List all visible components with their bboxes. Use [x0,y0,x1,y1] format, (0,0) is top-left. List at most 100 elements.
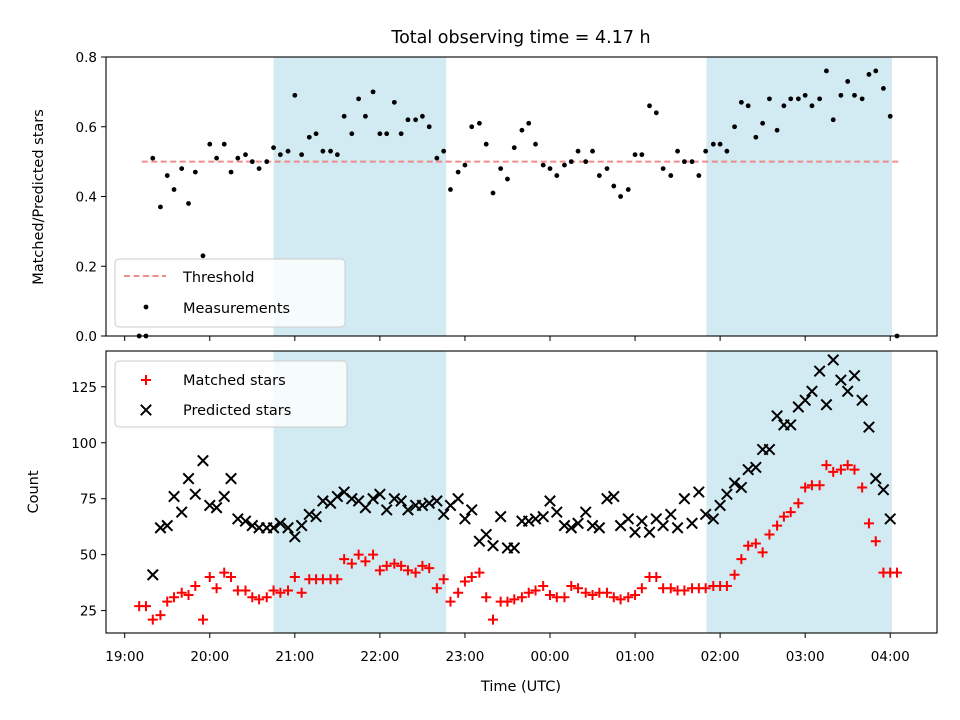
matched-star-point [275,587,286,598]
predicted-star-point [848,369,861,382]
top-y-tick-label: 0.6 [76,120,97,136]
measurement-point [235,155,241,161]
measurement-point [221,141,227,147]
bottom-panel: 25 50 75 100 125 19:00 20:00 21:00 22:00 23:00 00… [26,350,938,695]
measurement-point [256,166,262,172]
x-axis-label: Time (UTC) [480,679,561,695]
measurement-point [150,155,156,161]
measurement-point [568,159,574,165]
predicted-star-point [380,503,393,516]
measurement-point [590,148,595,154]
predicted-star-point [558,519,571,532]
predicted-star-point [367,492,379,505]
measurement-point [285,148,291,154]
measurement-point [795,96,801,102]
predicted-star-point [664,508,677,521]
measurement-point [753,134,759,140]
measurement-point [349,131,355,137]
matched-star-point [240,585,251,596]
bottom-y-tick-label: 75 [80,492,97,508]
measurement-point [207,141,213,147]
matched-star-point [346,558,357,569]
predicted-star-point [452,492,465,505]
measurement-point [845,79,851,84]
measurement-point [859,96,865,102]
top-x-ticks [124,336,891,341]
measurement-point [228,169,234,175]
bottom-shaded-span [706,351,892,633]
bottom-x-tick-label: 21:00 [275,649,314,665]
measurement-point [271,145,276,151]
measurement-point [873,68,879,74]
matched-star-point [566,581,577,591]
matched-star-point [360,556,371,567]
measurement-point [647,103,652,109]
bottom-x-tick-label: 20:00 [190,649,229,665]
predicted-star-point [771,409,784,422]
matched-star-point [197,614,208,625]
measurement-point [299,152,305,158]
measurement-point [505,176,510,182]
matched-star-point [778,511,789,522]
predicted-star-point [231,512,244,525]
bottom-x-ticks: 19:00 20:00 21:00 22:00 23:00 00:00 01:00 02:00… [105,633,910,665]
legend-threshold-label: Threshold [182,270,254,286]
measurement-point [774,127,780,133]
predicted-star-point [465,503,478,516]
matched-star-point [793,498,804,509]
predicted-star-point [813,365,826,378]
predicted-star-point [274,517,287,530]
measurement-point [264,159,270,165]
measurement-point [583,159,589,165]
predicted-star-point [175,506,188,519]
predicted-star-point [246,519,259,532]
matched-star-point [750,538,761,549]
predicted-star-point [820,398,833,411]
predicted-star-point [345,492,358,505]
measurement-point [767,96,772,102]
measurement-point [540,162,546,168]
predicted-star-point [303,508,316,521]
predicted-star-point [395,495,408,507]
predicted-star-point [572,517,584,530]
measurement-point [554,173,560,178]
measurement-point [781,103,787,109]
predicted-star-point [586,519,599,532]
predicted-star-point [622,512,635,525]
bottom-x-tick-label: 22:00 [360,649,399,665]
bottom-y-axis-label: Count [26,470,42,513]
top-y-tick-label: 0.4 [76,190,97,206]
predicted-star-point [373,488,386,501]
measurement-point [824,68,829,74]
measurement-point [724,148,730,154]
matched-star-point [466,572,477,583]
predicted-star-point [834,374,847,387]
matched-star-point [381,560,392,571]
predicted-star-point [544,495,556,507]
predicted-star-point [529,512,542,525]
matched-star-point [814,480,825,491]
measurement-point [277,152,283,158]
predicted-star-point [657,519,670,532]
matched-star-point [396,560,407,571]
bottom-x-tick-label: 02:00 [701,649,740,665]
predicted-star-point [692,486,705,498]
matched-star-point [857,482,868,493]
measurement-point [632,152,638,158]
predicted-star-point [225,472,237,485]
predicted-star-point [189,488,202,501]
matched-star-point [665,583,676,594]
predicted-star-point [154,521,167,534]
matched-star-point [289,572,300,583]
bottom-legend-box [114,360,348,428]
measurement-point [179,166,185,172]
chart-title: Total observing time = 4.17 h [390,28,650,48]
matched-star-point [785,507,796,518]
predicted-star-point [197,454,209,467]
matched-star-point [183,589,194,600]
measurement-point [462,162,468,168]
measurement-point [596,173,602,178]
measurement-point [243,152,248,158]
matched-star-point [530,585,541,596]
